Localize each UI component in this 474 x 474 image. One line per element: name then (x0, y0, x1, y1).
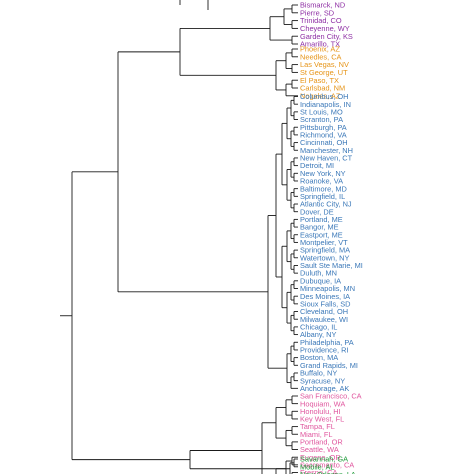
leaf-label: Grand Rapids, MI (300, 361, 358, 370)
leaf-label: Scranton, PA (300, 115, 343, 124)
leaf-label: Nogales, AZ (300, 91, 341, 100)
leaf-label: Manchester, NH (300, 146, 353, 155)
leaf-label: Philadelphia, PA (300, 338, 354, 347)
leaf-label: St George, UT (300, 68, 348, 77)
leaf-label: Sacramento, CA (300, 460, 354, 469)
leaf-label: Atlantic City, NJ (300, 200, 352, 209)
leaf-label: Hoquiam, WA (300, 399, 345, 408)
leaf-label: Amarillo, TX (300, 40, 340, 49)
leaf-label: Providence, RI (300, 346, 348, 355)
leaf-label: Portland, OR (300, 438, 343, 447)
leaf-label: Carlsbad, NM (300, 84, 345, 93)
leaf-label: Key West, FL (300, 415, 344, 424)
leaf-label: Dubuque, IA (300, 276, 341, 285)
leaf-label: Eugene, OR (300, 453, 341, 462)
leaf-label: Phoenix, AZ (300, 45, 340, 54)
leaf-label: Roanoke, VA (300, 177, 343, 186)
leaf-label: Indianapolis, IN (300, 100, 351, 109)
leaf-label: Tampa, FL (300, 422, 335, 431)
leaf-label: Miami, FL (300, 430, 332, 439)
leaf-label: New Haven, CT (300, 154, 353, 163)
leaf-label: El Paso, TX (300, 76, 339, 85)
leaf-label: Pierre, SD (300, 8, 334, 17)
leaf-label: Springfield, MA (300, 246, 350, 255)
leaf-label: Columbus, OH (300, 92, 348, 101)
leaf-label: Cheyenne, WY (300, 24, 350, 33)
leaf-label: St Louis, MO (300, 107, 343, 116)
leaf-label: Cleveland, OH (300, 307, 348, 316)
leaf-label: New Orleans, LA (300, 470, 356, 474)
leaf-label: Syracuse, NY (300, 376, 345, 385)
leaf-label: Fresno, CA (300, 468, 337, 474)
leaf-label: Milwaukee, WI (300, 315, 348, 324)
leaf-label: Garden City, KS (300, 32, 353, 41)
leaf-label: Pittsburgh, PA (300, 123, 347, 132)
leaf-label: Trinidad, CO (300, 16, 342, 25)
leaf-label: New York, NY (300, 169, 346, 178)
leaf-label: Detroit, MI (300, 161, 334, 170)
leaf-label: Baltimore, MD (300, 184, 347, 193)
leaf-label: Bangor, ME (300, 223, 339, 232)
leaf-label: Las Vegas, NV (300, 60, 349, 69)
leaf-label: Portland, ME (300, 215, 343, 224)
leaf-label: Eastport, ME (300, 230, 343, 239)
leaf-label: Dover, DE (300, 207, 334, 216)
leaf-label: Boston, MA (300, 353, 338, 362)
leaf-label: Des Moines, IA (300, 292, 350, 301)
leaf-label: Duluth, MN (300, 269, 337, 278)
leaf-label: Springfield, IL (300, 192, 345, 201)
leaf-label: Watertown, NY (300, 253, 349, 262)
leaf-label: Richmond, VA (300, 131, 347, 140)
leaf-label: Sioux Falls, SD (300, 299, 351, 308)
leaf-label: Chicago, IL (300, 323, 337, 332)
leaf-label: Anchorage, AK (300, 384, 349, 393)
leaf-label: Montpelier, VT (300, 238, 348, 247)
leaf-label: Buffalo, NY (300, 369, 337, 378)
leaf-label: Sault Ste Marie, MI (300, 261, 363, 270)
leaf-label: Needles, CA (300, 52, 342, 61)
leaf-label: San Francisco, CA (300, 392, 362, 401)
leaf-label: Honolulu, HI (300, 407, 341, 416)
leaf-label: Mobile, AL (300, 462, 335, 471)
leaf-label: Bismarck, ND (300, 1, 345, 10)
leaf-label: Seattle, WA (300, 445, 339, 454)
leaf-label: Savannah, GA (300, 455, 348, 464)
leaf-label: Albany, NY (300, 330, 336, 339)
leaf-label: Cincinnati, OH (300, 138, 348, 147)
leaf-label: Minneapolis, MN (300, 284, 355, 293)
